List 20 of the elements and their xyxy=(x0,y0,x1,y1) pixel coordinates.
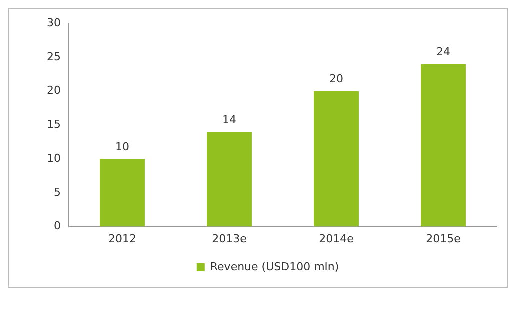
bar xyxy=(207,132,252,227)
y-tick-label: 30 xyxy=(46,16,61,30)
x-tick-label: 2014e xyxy=(319,232,354,246)
data-label: 10 xyxy=(115,140,130,154)
x-tick-label: 2015e xyxy=(426,232,462,246)
x-tick-label: 2012 xyxy=(108,232,136,246)
y-tick-label: 15 xyxy=(46,118,61,132)
bar xyxy=(314,91,359,227)
data-label: 24 xyxy=(436,46,450,59)
bar xyxy=(421,64,466,227)
y-tick-label: 25 xyxy=(46,50,61,64)
data-label: 14 xyxy=(222,113,236,126)
y-tick-label: 10 xyxy=(46,152,61,165)
y-tick-label: 5 xyxy=(54,186,61,199)
legend-label: Revenue (USD100 mln) xyxy=(210,260,340,274)
y-tick-label: 20 xyxy=(46,84,61,98)
y-tick-label: 0 xyxy=(54,220,61,233)
data-label: 20 xyxy=(330,72,344,86)
x-tick-label: 2013e xyxy=(212,232,248,246)
bar xyxy=(100,159,145,227)
